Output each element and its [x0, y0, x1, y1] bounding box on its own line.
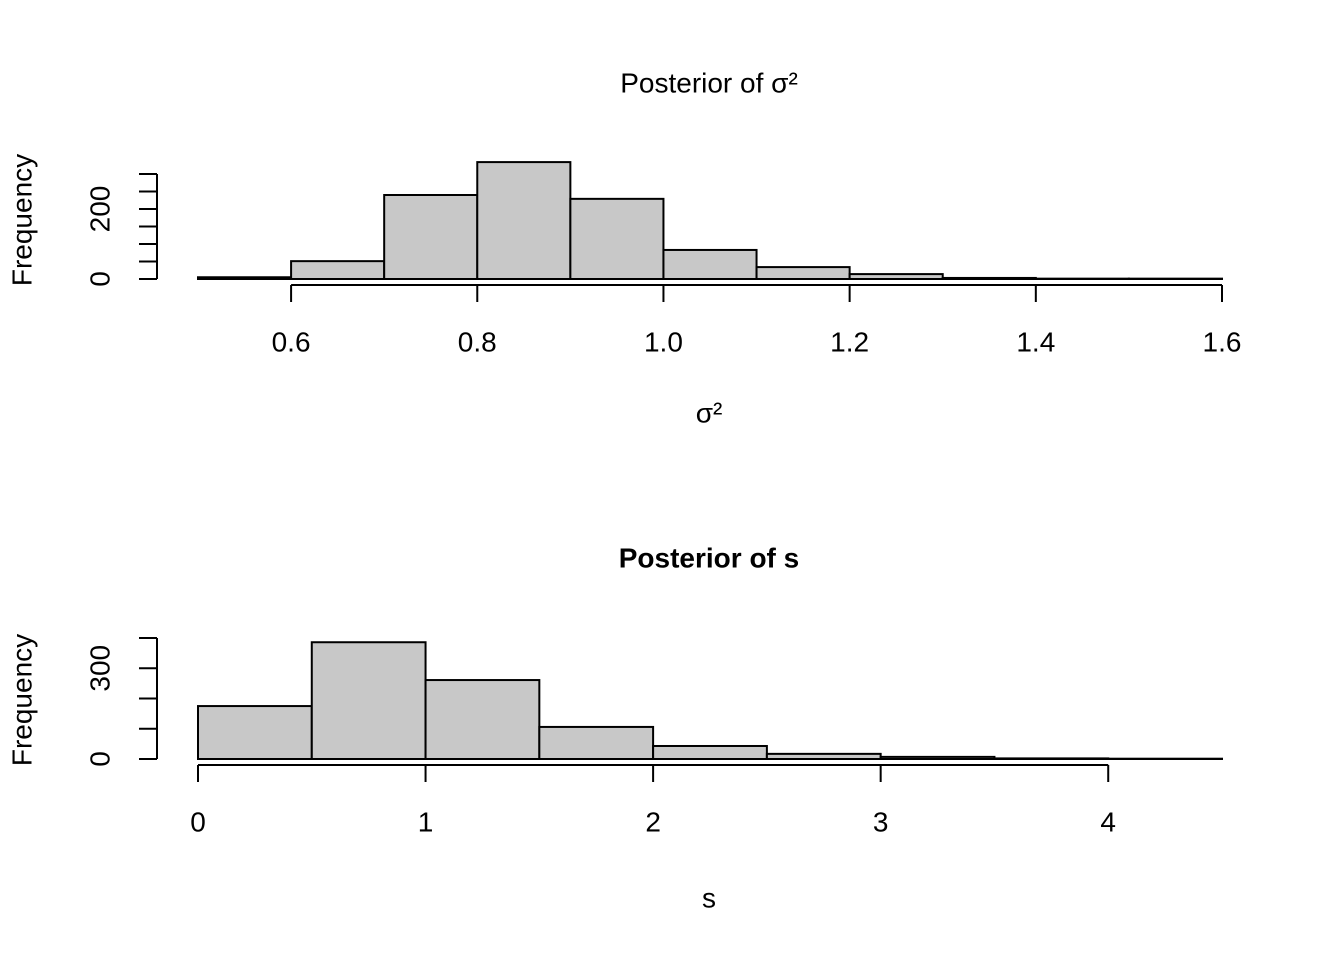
x-tick-label: 2 [645, 806, 661, 837]
bar [652, 744, 768, 760]
bar [476, 161, 572, 281]
x-tick-label: 1 [418, 806, 434, 837]
x-axis-label: σ² [696, 397, 723, 428]
bar [424, 679, 541, 760]
bar [197, 276, 293, 280]
bar [941, 276, 1037, 281]
x-axis-label: s [702, 882, 716, 913]
chart-title: Posterior of σ² [620, 67, 798, 98]
bar [879, 755, 996, 761]
y-tick-label: 200 [84, 186, 115, 233]
x-tick-label: 4 [1100, 806, 1116, 837]
bar [765, 752, 882, 760]
y-axis-label: Frequency [6, 634, 37, 766]
x-tick-label: 1.6 [1203, 326, 1242, 357]
y-tick-label: 0 [84, 271, 115, 287]
bar [197, 705, 313, 760]
y-tick-label: 300 [84, 645, 115, 692]
bar [993, 757, 1110, 761]
bar [290, 260, 386, 280]
y-tick-label: 0 [84, 751, 115, 767]
bar [662, 248, 758, 280]
bar [310, 641, 427, 760]
x-tick-label: 0 [190, 806, 206, 837]
bar [569, 197, 665, 281]
x-tick-label: 1.0 [644, 326, 683, 357]
bar [755, 266, 851, 281]
x-tick-label: 1.2 [830, 326, 869, 357]
x-tick-label: 0.8 [458, 326, 497, 357]
x-tick-label: 0.6 [272, 326, 311, 357]
x-tick-label: 3 [873, 806, 889, 837]
chart-title: Posterior of s [619, 542, 799, 573]
bar [848, 273, 944, 281]
bar [538, 725, 655, 760]
y-axis-label: Frequency [6, 154, 37, 286]
x-tick-label: 1.4 [1016, 326, 1055, 357]
bar [383, 194, 479, 280]
